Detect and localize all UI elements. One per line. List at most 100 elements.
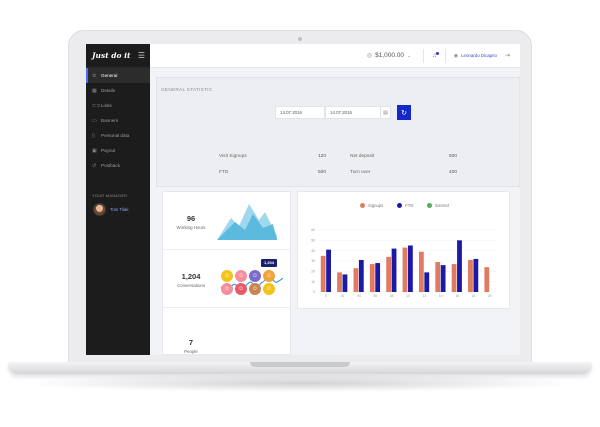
avatar[interactable]: ☺	[221, 270, 233, 282]
avatar[interactable]: ☺	[249, 283, 261, 295]
bar	[326, 249, 331, 292]
manager-card[interactable]: Tom Tilak	[86, 198, 150, 216]
sidebar-item-label: Links	[101, 103, 112, 108]
sidebar-item-details[interactable]: ▦ Details	[86, 83, 150, 98]
bar	[402, 247, 408, 292]
avatar[interactable]: ☺	[263, 270, 275, 282]
bar	[440, 265, 446, 292]
metric-label: Visit Signups	[219, 153, 247, 159]
y-tick-label: 40	[311, 249, 315, 253]
metric-label: FTD	[219, 169, 229, 175]
avatar[interactable]: ☺	[263, 283, 275, 295]
top-header: ◎ $1,000.00 ⌄ ♫ ◉ Leonardo Dicaprio ⇥	[150, 44, 520, 68]
bar	[418, 251, 424, 292]
panel-title: GENERAL STATISTIC	[161, 88, 213, 93]
sidebar-header: Just do it ☰	[86, 44, 150, 68]
camera-icon	[298, 37, 302, 41]
bar	[424, 272, 430, 292]
x-tick-label: 02	[341, 294, 345, 298]
kpi-people: 7 People	[163, 308, 290, 355]
bar	[369, 264, 375, 292]
bar	[375, 263, 381, 292]
bar	[468, 259, 473, 292]
bar	[473, 258, 479, 292]
avatar[interactable]: ☺	[235, 283, 247, 295]
legend-dot	[397, 203, 403, 208]
kpi-card: 96 Working Hours 1,204 Conversations 1,2…	[162, 191, 291, 355]
x-tick-label: 16	[455, 294, 459, 298]
legend-label: Signups	[368, 203, 384, 208]
kpi-value: 1,204	[181, 272, 201, 281]
avatar[interactable]: ☺	[249, 270, 261, 282]
sidebar-item-general[interactable]: ☆ General	[86, 68, 150, 83]
x-tick-label: 14	[439, 294, 443, 298]
kpi-label: People	[184, 349, 198, 354]
legend-item[interactable]: Earned	[427, 203, 449, 208]
notification-dot	[435, 51, 439, 55]
logo: Just do it	[92, 51, 131, 60]
metric-value: 500	[317, 169, 326, 175]
calendar-icon[interactable]: ▤	[381, 106, 391, 119]
metric-label: Net deposit	[350, 153, 375, 159]
sidebar-item-label: Details	[101, 88, 116, 93]
x-tick-label: 06	[373, 294, 377, 298]
manager-name: Tom Tilak	[110, 207, 129, 212]
legend-dot	[360, 203, 366, 208]
hamburger-icon[interactable]: ☰	[137, 51, 145, 60]
y-tick-label: 30	[311, 259, 315, 263]
kpi-label: Conversations	[176, 283, 206, 288]
bell-icon[interactable]: ♫	[432, 51, 439, 59]
sidebar-item-links[interactable]: ⊂⊃ Links	[86, 98, 150, 113]
sidebar-item-banners[interactable]: ▭ Banners	[86, 113, 150, 128]
metric-value: 120	[317, 153, 326, 159]
bar	[435, 262, 441, 292]
date-to-input[interactable]: 14.07.2016	[325, 106, 381, 119]
bar	[391, 248, 397, 292]
user-menu[interactable]: ◉ Leonardo Dicaprio	[454, 53, 497, 59]
bar	[337, 272, 342, 292]
logout-icon[interactable]: ⇥	[504, 53, 510, 59]
x-tick-label: 04	[357, 294, 361, 298]
sidebar-item-postback[interactable]: ↺ Postback	[86, 158, 150, 173]
refresh-icon: ↻	[401, 109, 407, 117]
laptop-shadow	[20, 374, 580, 392]
bar	[342, 274, 348, 292]
balance-value: $1,000.00	[375, 52, 404, 59]
metrics-row: FTD 500 Turn over 400	[219, 164, 457, 180]
avatar[interactable]: ☺	[235, 270, 247, 282]
undo-icon: ↺	[92, 162, 97, 169]
avatar[interactable]: ☺	[221, 283, 233, 295]
date-from-input[interactable]: 14.07.2016	[275, 106, 325, 119]
refresh-button[interactable]: ↻	[397, 105, 411, 120]
balance-dropdown[interactable]: ◎ $1,000.00 ⌄	[367, 52, 411, 59]
y-tick-label: 50	[311, 239, 315, 243]
x-tick-label: 12	[422, 294, 426, 298]
y-tick-label: 20	[311, 270, 315, 274]
sidebar-item-payout[interactable]: ▣ Payout	[86, 143, 150, 158]
image-icon: ▭	[92, 117, 97, 124]
metric-value: 600	[448, 153, 457, 159]
x-tick-label: 18	[472, 294, 476, 298]
bar-chart-card: Signups FTD Earned 0 10 20 30 40 50 60 0 02 04 06 0…	[297, 191, 510, 309]
sidebar-item-label: Postback	[101, 163, 120, 168]
sidebar-item-label: Payout	[101, 148, 116, 153]
metric-value: 400	[448, 169, 457, 175]
link-icon: ⊂⊃	[92, 102, 101, 109]
laptop-notch	[250, 362, 350, 367]
bar	[451, 264, 457, 292]
bar	[320, 255, 326, 292]
legend-item[interactable]: Signups	[360, 203, 383, 208]
sidebar-item-personal-data[interactable]: ▯ Personal data	[86, 128, 150, 143]
kpi-label: Working Hours	[176, 225, 206, 230]
kpi-value: 96	[186, 214, 196, 223]
bar	[408, 245, 413, 292]
sparkline-tooltip: 1,204	[263, 260, 274, 265]
bar	[457, 240, 462, 292]
star-icon: ☆	[92, 72, 97, 79]
avatar	[93, 203, 106, 216]
user-icon: ▯	[92, 132, 95, 139]
legend-item[interactable]: FTD	[397, 203, 413, 208]
laptop-base	[8, 362, 592, 374]
metrics-row: Visit Signups 120 Net deposit 600	[219, 148, 457, 164]
x-tick-label: 0	[325, 294, 327, 298]
